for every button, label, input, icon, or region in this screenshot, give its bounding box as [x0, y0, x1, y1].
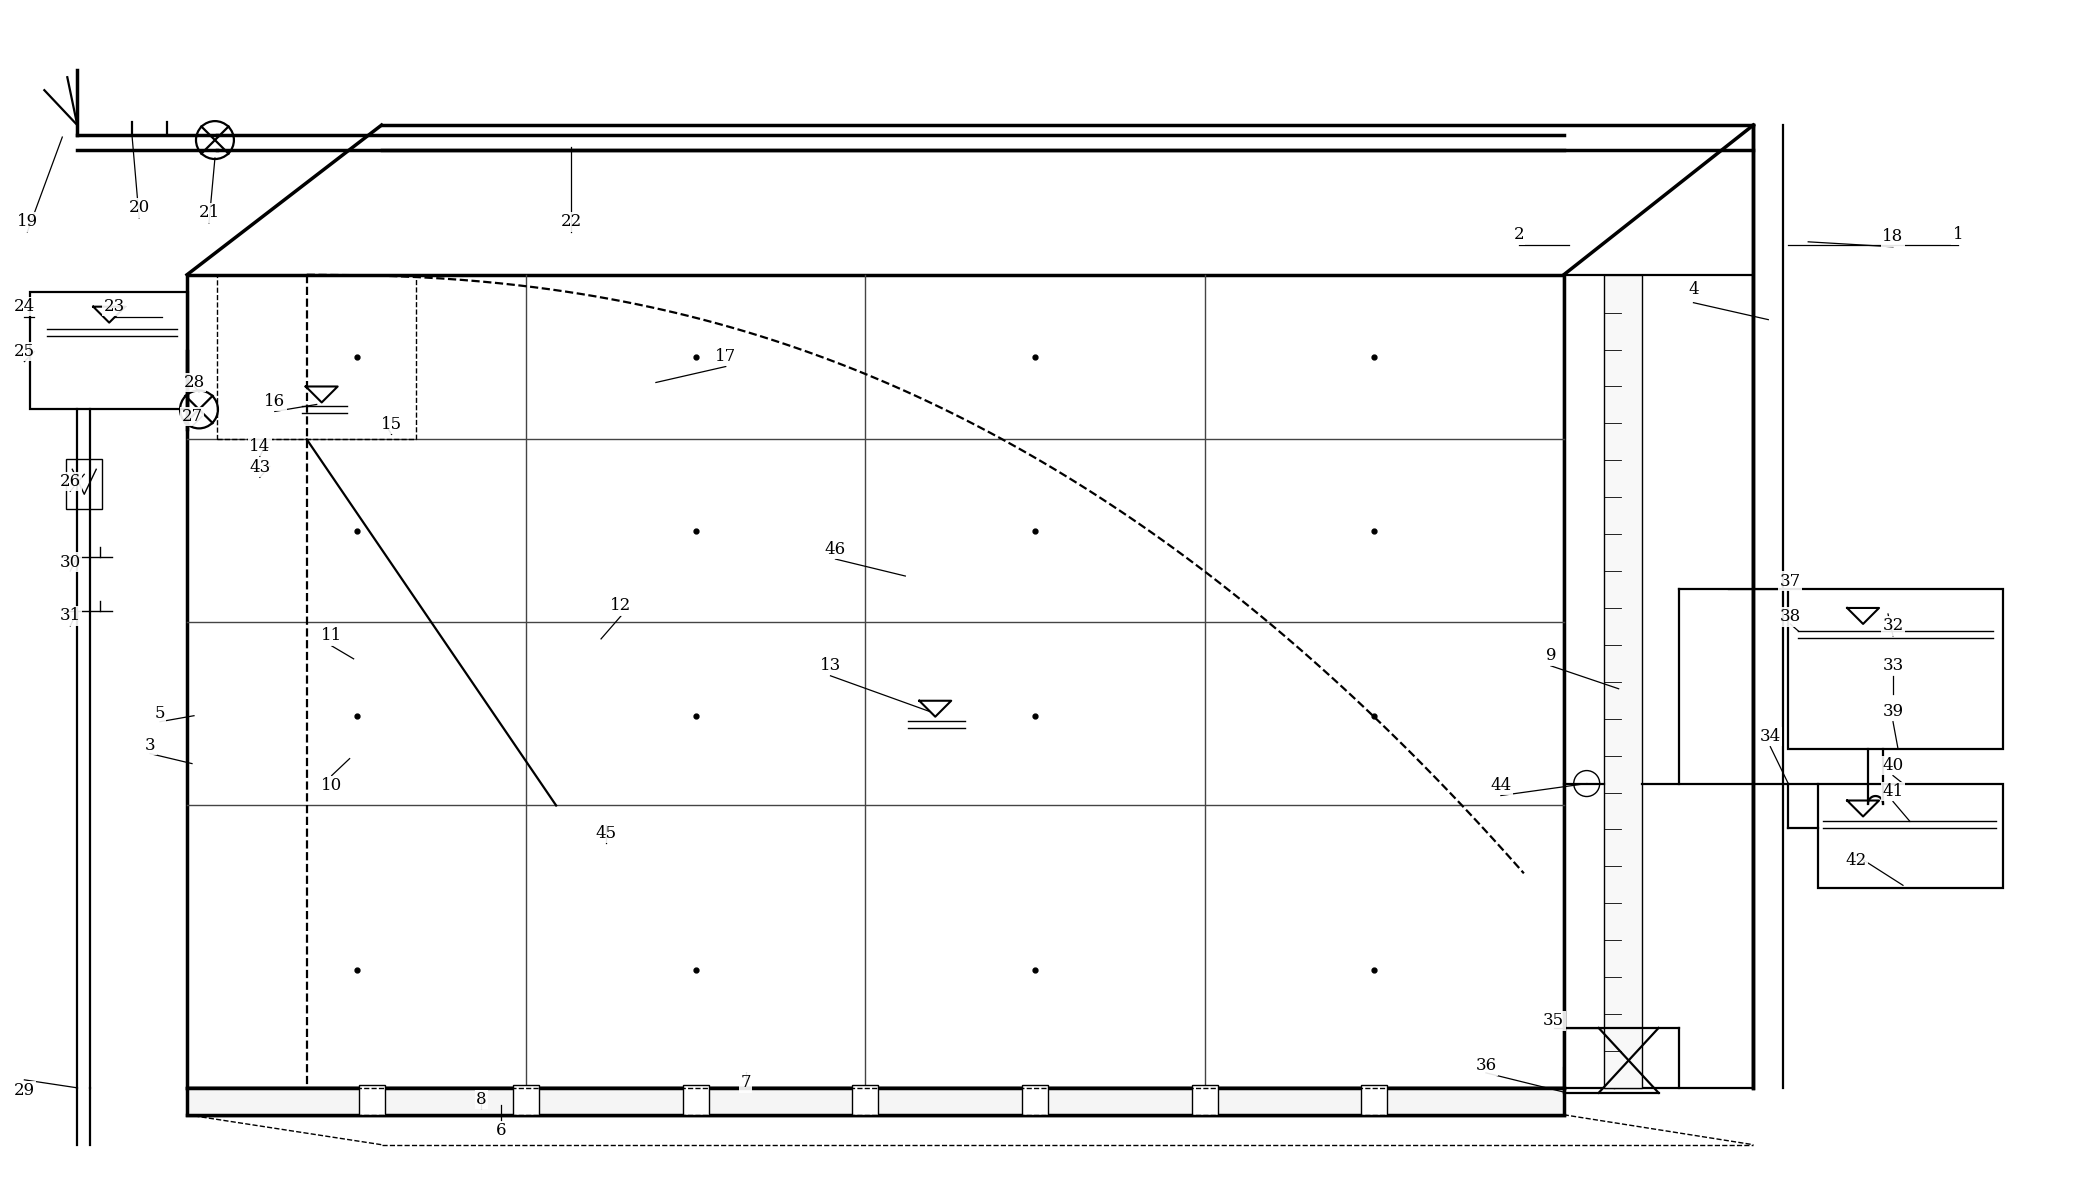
Text: 38: 38: [1779, 609, 1800, 625]
Text: 24: 24: [15, 298, 35, 315]
Bar: [1604, 275, 1641, 1088]
Text: 9: 9: [1545, 648, 1556, 664]
Text: 19: 19: [17, 213, 38, 231]
Text: 34: 34: [1760, 728, 1781, 745]
Bar: [683, 1085, 708, 1115]
Text: 45: 45: [595, 825, 616, 842]
Text: 29: 29: [15, 1082, 35, 1099]
Text: 3: 3: [144, 738, 155, 754]
Text: 13: 13: [821, 657, 841, 675]
Bar: [188, 1088, 1564, 1115]
Text: 22: 22: [560, 213, 583, 231]
Text: 39: 39: [1883, 703, 1904, 720]
Text: 30: 30: [61, 554, 81, 571]
Text: 21: 21: [198, 205, 219, 221]
Text: 33: 33: [1883, 657, 1904, 675]
Text: 12: 12: [610, 598, 631, 614]
Text: 28: 28: [184, 374, 205, 391]
Text: 37: 37: [1779, 573, 1800, 590]
Text: 10: 10: [322, 777, 342, 794]
Text: 18: 18: [1883, 229, 1904, 245]
Text: 2: 2: [1514, 226, 1524, 244]
Bar: [1787, 588, 2002, 748]
Text: 44: 44: [1491, 777, 1512, 794]
Text: 40: 40: [1883, 757, 1904, 774]
Bar: [31, 291, 188, 410]
Bar: [67, 459, 102, 509]
Text: 20: 20: [129, 199, 150, 217]
Text: 6: 6: [497, 1122, 507, 1139]
Bar: [359, 1085, 384, 1115]
Text: 23: 23: [104, 298, 125, 315]
Text: 1: 1: [1952, 226, 1963, 244]
Text: 32: 32: [1883, 617, 1904, 635]
Bar: [1361, 1085, 1386, 1115]
Text: 15: 15: [380, 416, 403, 433]
Bar: [852, 1085, 879, 1115]
Text: 16: 16: [265, 393, 286, 410]
Bar: [514, 1085, 539, 1115]
Text: 42: 42: [1846, 851, 1867, 869]
Text: 4: 4: [1689, 282, 1700, 298]
Text: 36: 36: [1476, 1057, 1497, 1074]
Bar: [1192, 1085, 1217, 1115]
Text: 17: 17: [714, 348, 737, 365]
Text: 14: 14: [248, 438, 271, 455]
Bar: [1819, 784, 2002, 888]
Text: 7: 7: [741, 1074, 752, 1092]
Text: 35: 35: [1543, 1012, 1564, 1030]
Text: 5: 5: [155, 706, 165, 722]
Bar: [188, 275, 1564, 1088]
Text: 46: 46: [825, 541, 846, 558]
Bar: [1564, 275, 1754, 1088]
Text: 11: 11: [322, 628, 342, 644]
Text: 43: 43: [248, 458, 271, 476]
Text: 27: 27: [182, 408, 203, 425]
Bar: [1021, 1085, 1048, 1115]
Text: 8: 8: [476, 1092, 487, 1108]
Text: 26: 26: [61, 472, 81, 490]
Text: 31: 31: [61, 607, 81, 624]
Text: 25: 25: [15, 343, 35, 360]
Text: 41: 41: [1883, 783, 1904, 800]
